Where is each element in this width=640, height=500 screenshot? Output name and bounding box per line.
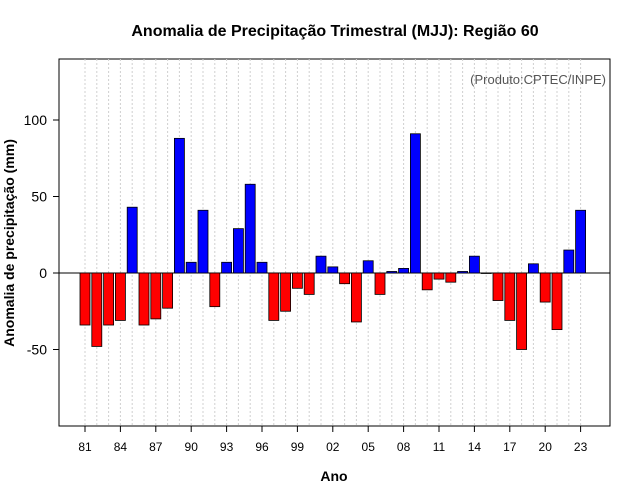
bar-1984 [115, 272, 126, 321]
bar-1992 [209, 272, 221, 308]
bar-1988 [162, 272, 174, 309]
y-tick-label: 0 [39, 265, 47, 281]
x-tick-label: 11 [433, 440, 446, 454]
y-tick-label: -50 [27, 342, 47, 358]
bars [79, 133, 586, 350]
bar-2002 [327, 266, 339, 274]
bar-1991 [197, 209, 209, 274]
x-axis-label: Ano [320, 468, 347, 484]
bar-2019 [528, 263, 539, 274]
y-tick-label: 100 [24, 112, 48, 128]
x-tick-label: 96 [255, 440, 269, 454]
x-tick-label: 84 [114, 440, 128, 454]
bar-2012 [445, 272, 457, 283]
x-tick-label: 14 [468, 440, 482, 454]
x-tick-label: 23 [574, 440, 588, 454]
bar-1982 [91, 272, 103, 347]
bar-2004 [350, 272, 362, 323]
bar-2023 [575, 209, 586, 274]
bar-2010 [421, 272, 433, 291]
bar-1998 [280, 272, 292, 312]
bar-1985 [126, 206, 138, 274]
bar-2018 [516, 272, 527, 350]
bar-2011 [433, 272, 445, 280]
bar-2005 [362, 260, 374, 274]
x-tick-label: 90 [185, 440, 199, 454]
bar-2015 [480, 272, 492, 274]
bar-2006 [374, 272, 386, 295]
bar-2014 [468, 255, 480, 274]
bar-2021 [551, 272, 563, 331]
bar-1994 [232, 228, 244, 274]
bar-2016 [492, 272, 504, 301]
y-axis: -50 0 50 100 [24, 112, 59, 358]
bar-1990 [185, 261, 197, 274]
y-axis-label: Anomalia de precipitação (mm) [1, 139, 17, 347]
vertical-grid [84, 59, 582, 426]
bar-2001 [315, 255, 327, 274]
x-tick-label: 08 [397, 440, 411, 454]
bar-2017 [504, 272, 516, 321]
x-tick-label: 99 [291, 440, 305, 454]
bar-1993 [221, 261, 233, 274]
y-tick-label: 50 [31, 189, 47, 205]
x-tick-label: 17 [503, 440, 517, 454]
bar-2003 [339, 272, 351, 285]
bar-1983 [103, 272, 114, 326]
x-tick-label: 20 [539, 440, 553, 454]
bar-2000 [303, 272, 315, 295]
bar-2008 [398, 268, 410, 274]
bar-1986 [138, 272, 150, 326]
x-tick-label: 87 [149, 440, 163, 454]
bar-1987 [150, 272, 162, 320]
bar-2007 [386, 271, 398, 274]
product-credit: (Produto:CPTEC/INPE) [470, 72, 606, 87]
bar-2022 [563, 249, 575, 274]
x-tick-label: 81 [78, 440, 92, 454]
bar-1981 [79, 272, 91, 326]
bar-2009 [409, 133, 421, 274]
bar-1989 [173, 137, 185, 274]
bar-1996 [256, 261, 268, 274]
x-axis: 81 84 87 90 93 96 99 02 05 08 11 14 17 20 23 [78, 426, 588, 454]
bar-1997 [268, 272, 280, 321]
x-tick-label: 05 [362, 440, 376, 454]
bar-2013 [457, 271, 469, 274]
bar-1995 [244, 183, 256, 274]
bar-2020 [539, 272, 551, 303]
plot-area [58, 58, 611, 427]
chart-title: Anomalia de Precipitação Trimestral (MJJ… [131, 23, 538, 40]
x-tick-label: 02 [326, 440, 340, 454]
bar-1999 [291, 272, 303, 289]
x-tick-label: 93 [220, 440, 234, 454]
